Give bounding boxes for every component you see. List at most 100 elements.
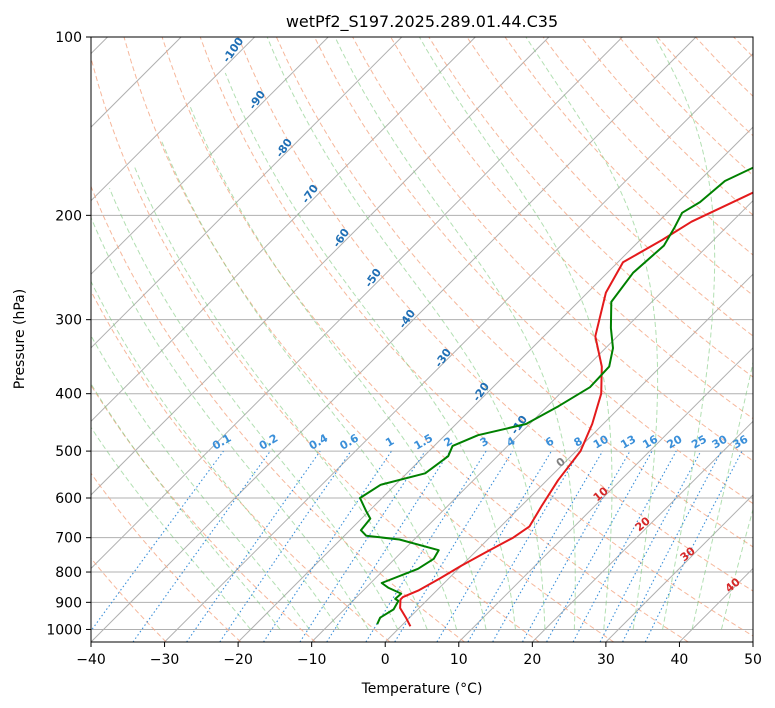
y-axis: 100 200 300 400 500 600 700 800 900 1000 [46, 30, 91, 638]
mixing-ratio-label: 30 [710, 432, 730, 451]
isotherm-line [384, 273, 753, 642]
dry-adiabat [91, 185, 465, 642]
isotherm-line [91, 37, 623, 570]
mixing-ratio-label: 25 [689, 433, 709, 452]
dry-adiabat [91, 290, 391, 642]
dry-adiabat [237, 37, 753, 592]
moist-adiabat [418, 37, 613, 630]
x-tick-label: −20 [223, 652, 253, 668]
mixing-ratio-label: 10 [591, 432, 611, 451]
dry-adiabat-label: -50 [362, 266, 384, 290]
isotherm-line [164, 52, 753, 642]
dry-adiabat [123, 37, 614, 642]
plot-frame [90, 36, 754, 643]
mixing-ratio-line [622, 450, 722, 642]
chart-title: wetPf2_S197.2025.289.01.44.C35 [286, 12, 558, 32]
dry-adiabat [390, 37, 753, 420]
y-tick-label: 1000 [46, 622, 82, 638]
y-tick-label: 800 [55, 565, 82, 581]
moist-adiabat-label: 20 [633, 514, 653, 534]
moist-adiabat [91, 280, 340, 630]
temperature-line [399, 191, 753, 627]
mixing-ratio-label: 13 [618, 433, 638, 452]
y-tick-label: 200 [55, 208, 82, 224]
mixing-ratio-line [299, 450, 426, 642]
dry-adiabat [314, 37, 753, 505]
x-tick-label: 20 [523, 652, 541, 668]
mixing-ratio-line [436, 450, 552, 642]
mixing-ratio-label: 1.5 [412, 432, 435, 453]
dry-adiabat [733, 37, 753, 58]
moist-adiabat [91, 334, 310, 630]
dry-adiabat [199, 37, 753, 637]
mixing-ratio-line [263, 450, 392, 642]
moist-adiabat [91, 426, 252, 630]
moist-adiabat [720, 507, 753, 630]
y-axis-title: Pressure (hPa) [12, 289, 28, 389]
dry-adiabat [657, 37, 753, 137]
dry-adiabat-label: -80 [273, 136, 295, 160]
y-tick-label: 500 [55, 444, 82, 460]
mixing-ratio-line [132, 450, 271, 642]
mixing-ratio-line [186, 450, 321, 642]
mixing-ratio-label: 20 [665, 432, 685, 451]
y-tick-label: 700 [55, 531, 82, 547]
dry-adiabat [91, 472, 242, 642]
isotherm-line [91, 37, 256, 202]
mixing-ratio-label: 0.1 [210, 432, 233, 453]
x-axis: −40 −30 −20 −10 0 10 20 30 40 50 [76, 642, 762, 668]
moist-adiabat-label: 10 [591, 484, 611, 504]
moist-adiabat [334, 37, 576, 630]
dry-adiabat [428, 37, 753, 378]
mixing-ratio-label: 0.4 [307, 431, 331, 452]
mixing-ratio-line [644, 450, 743, 642]
moist-adiabat [188, 104, 487, 630]
isotherm-line [531, 420, 753, 642]
dry-adiabat-label: -30 [432, 346, 454, 370]
series-layer [359, 166, 753, 627]
moist-adiabat [133, 165, 428, 630]
isotherm-line [91, 37, 476, 423]
mixing-ratio-line [91, 450, 224, 632]
moist-adiabat [161, 141, 458, 630]
x-tick-label: −30 [150, 652, 180, 668]
x-tick-label: −10 [297, 652, 327, 668]
moist-adiabat [525, 37, 659, 630]
isotherm-line [458, 347, 753, 642]
x-tick-label: 30 [597, 652, 615, 668]
dry-adiabat-label: -40 [396, 307, 418, 331]
y-tick-label: 400 [55, 387, 82, 403]
moist-adiabat [654, 37, 716, 630]
dry-adiabat-label: -60 [330, 226, 352, 250]
dry-adiabat [275, 37, 753, 548]
moist-adiabat [109, 188, 399, 630]
x-tick-label: 10 [450, 652, 468, 668]
dry-adiabat-label: -70 [299, 182, 321, 206]
x-axis-title: Temperature (°C) [361, 681, 483, 697]
dry-adiabat [91, 557, 167, 642]
moist-adiabat [224, 72, 516, 630]
dewpoint-line [359, 166, 753, 625]
dry-adiabat [504, 37, 753, 296]
moist-adiabat-label: 30 [678, 544, 698, 564]
y-tick-label: 600 [55, 491, 82, 507]
dry-adiabat [91, 384, 316, 642]
x-tick-label: −40 [76, 652, 106, 668]
dry-adiabat-label: -20 [470, 380, 492, 404]
x-tick-label: 50 [744, 652, 762, 668]
mixing-ratio-label: 6 [543, 434, 556, 449]
dry-adiabat [91, 55, 540, 642]
dry-adiabat-label: -90 [246, 88, 268, 112]
mixing-ratio-line [522, 450, 631, 642]
dry-adiabat [542, 37, 753, 256]
x-tick-label: 0 [381, 652, 390, 668]
background-lines [91, 37, 753, 642]
mixing-ratio-line [219, 450, 352, 642]
mixing-ratio-label: 1 [383, 435, 396, 450]
y-tick-label: 100 [55, 30, 82, 46]
dry-adiabat [466, 37, 753, 337]
y-tick-label: 900 [55, 595, 82, 611]
mixing-ratio-line [546, 450, 653, 642]
mixing-ratio-line [394, 450, 514, 642]
